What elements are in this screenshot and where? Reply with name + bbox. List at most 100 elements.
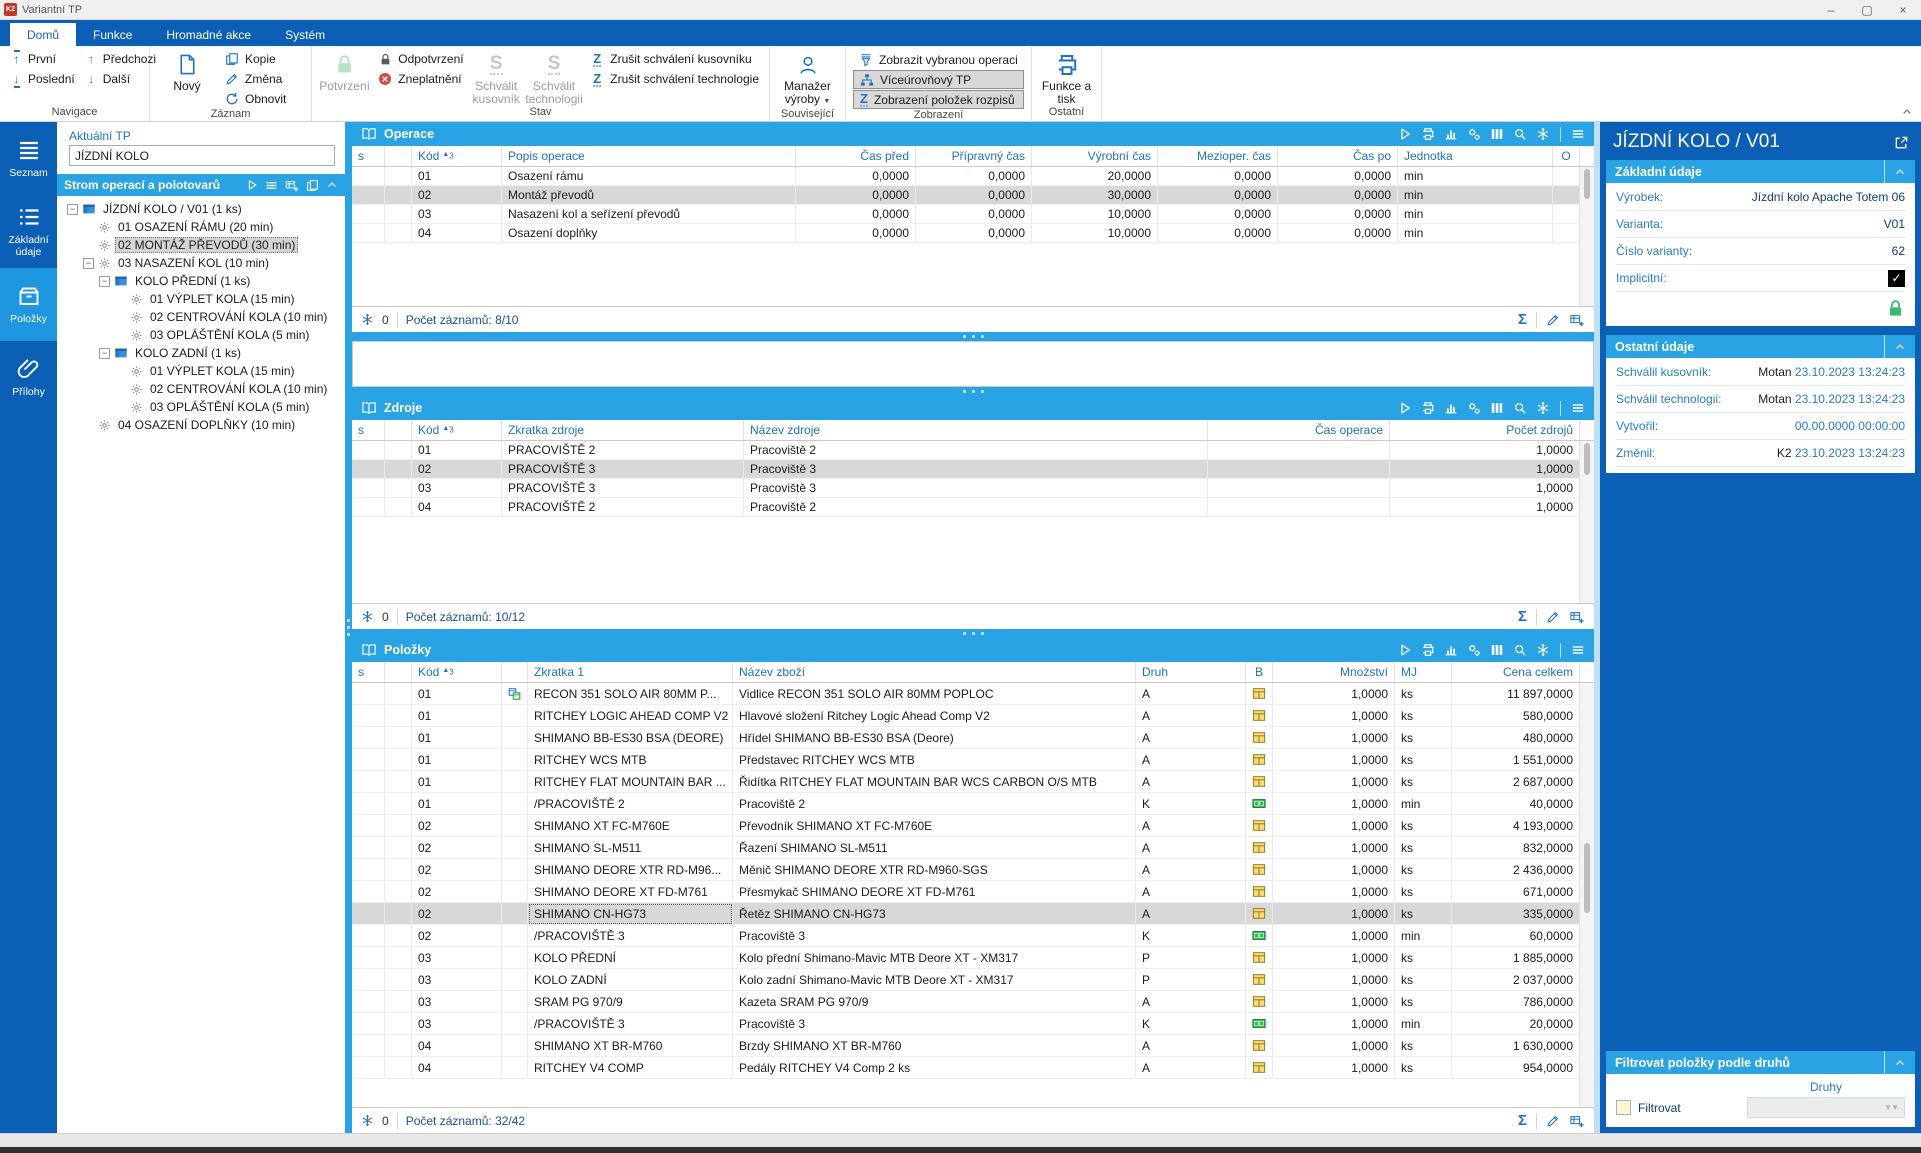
freeze-icon[interactable]	[1536, 643, 1550, 657]
column-header[interactable]: O	[1553, 146, 1580, 166]
column-header[interactable]: MJ	[1395, 662, 1452, 682]
tab-funkce[interactable]: Funkce	[76, 23, 149, 46]
column-header[interactable]: Jednotka	[1398, 146, 1553, 166]
gears-icon[interactable]	[1467, 127, 1481, 141]
edit-icon[interactable]	[1546, 1114, 1560, 1128]
search-icon[interactable]	[1513, 643, 1527, 657]
approve-technology-button[interactable]: SSchválit technologii	[524, 49, 584, 106]
approve-bom-button[interactable]: SSchválit kusovník	[469, 49, 524, 106]
table-row[interactable]: 02Montáž převodů0,00000,000030,00000,000…	[352, 186, 1594, 205]
column-header[interactable]: Přípravný čas	[916, 146, 1032, 166]
filtrovat-checkbox[interactable]	[1616, 1100, 1631, 1115]
table-row[interactable]: 02SHIMANO XT FC-M760EPřevodník SHIMANO X…	[352, 815, 1594, 837]
columns-icon[interactable]	[1490, 127, 1504, 141]
tab-hromadne-akce[interactable]: Hromadné akce	[149, 23, 268, 46]
edit-icon[interactable]	[1546, 313, 1560, 327]
new-button[interactable]: Nový	[155, 49, 219, 93]
scrollbar-thumb[interactable]	[1584, 443, 1590, 475]
add-record-icon[interactable]	[1569, 313, 1585, 327]
table-row[interactable]: 04PRACOVIŠTĚ 2Pracoviště 21,0000	[352, 498, 1594, 517]
table-row[interactable]: 02PRACOVIŠTĚ 3Pracoviště 31,0000	[352, 460, 1594, 479]
table-row[interactable]: 03SRAM PG 970/9Kazeta SRAM PG 970/9A1,00…	[352, 991, 1594, 1013]
table-row[interactable]: 02SHIMANO SL-M511Řazení SHIMANO SL-M511A…	[352, 837, 1594, 859]
previous-button[interactable]: ↑Předchozi	[82, 50, 159, 68]
freeze-icon[interactable]	[1536, 401, 1550, 415]
last-button[interactable]: ↓Poslední	[7, 70, 78, 88]
copy-window-icon[interactable]	[306, 179, 319, 192]
collapse-icon[interactable]	[326, 179, 338, 191]
sum-icon[interactable]: Σ	[1518, 609, 1527, 624]
sum-icon[interactable]: Σ	[1518, 1113, 1527, 1128]
vertical-scrollbar[interactable]	[1579, 683, 1594, 1107]
search-icon[interactable]	[1513, 401, 1527, 415]
column-header[interactable]: Zkratka 1	[528, 662, 733, 682]
next-button[interactable]: ↓Další	[82, 70, 159, 88]
show-selected-operation-button[interactable]: Zobrazit vybranou operaci	[853, 50, 1024, 69]
first-button[interactable]: ↑První	[7, 50, 78, 68]
tree-node[interactable]: 01 VÝPLET KOLA (15 min)	[57, 290, 345, 308]
column-header[interactable]: s	[352, 662, 385, 682]
column-header[interactable]	[385, 662, 412, 682]
column-header[interactable]: Počet zdrojů	[1390, 420, 1580, 440]
search-icon[interactable]	[1513, 127, 1527, 141]
change-button[interactable]: Změna	[221, 70, 289, 88]
table-row[interactable]: 02/PRACOVIŠTĚ 3Pracoviště 3K1,0000min60,…	[352, 925, 1594, 947]
sum-icon[interactable]: Σ	[1518, 312, 1527, 327]
table-row[interactable]: 01RITCHEY FLAT MOUNTAIN BAR ...Řidítka R…	[352, 771, 1594, 793]
play-icon[interactable]	[1398, 127, 1412, 141]
play-icon[interactable]	[1398, 643, 1412, 657]
table-row[interactable]: 01RITCHEY WCS MTBPředstavec RITCHEY WCS …	[352, 749, 1594, 771]
add-record-icon[interactable]	[1569, 610, 1585, 624]
column-header[interactable]: Kód▲3	[412, 146, 502, 166]
column-header[interactable]: Mezioper. čas	[1158, 146, 1278, 166]
close-button[interactable]: ×	[1885, 0, 1921, 19]
sidebar-item-p-lohy[interactable]: Přílohy	[0, 341, 57, 414]
tree-node[interactable]: 03 OPLÁŠTĚNÍ KOLA (5 min)	[57, 398, 345, 416]
sidebar-item-z-kladn-daje[interactable]: Základní údaje	[0, 195, 57, 268]
column-header[interactable]: Název zdroje	[744, 420, 1208, 440]
table-row[interactable]: 01/PRACOVIŠTĚ 2Pracoviště 2K1,0000min40,…	[352, 793, 1594, 815]
tree-node[interactable]: 01 VÝPLET KOLA (15 min)	[57, 362, 345, 380]
column-header[interactable]: Cena celkem	[1452, 662, 1580, 682]
column-header[interactable]: Čas před	[796, 146, 916, 166]
column-header[interactable]	[502, 662, 528, 682]
tree-node[interactable]: 02 CENTROVÁNÍ KOLA (10 min)	[57, 308, 345, 326]
horizontal-splitter[interactable]	[352, 387, 1594, 396]
play-icon[interactable]	[1398, 401, 1412, 415]
table-row[interactable]: 04RITCHEY V4 COMPPedály RITCHEY V4 Comp …	[352, 1057, 1594, 1079]
table-row[interactable]: 04SHIMANO XT BR-M760Brzdy SHIMANO XT BR-…	[352, 1035, 1594, 1057]
production-manager-button[interactable]: Manažer výroby ▼	[776, 49, 840, 108]
column-header[interactable]: Čas operace	[1208, 420, 1390, 440]
chart-icon[interactable]	[1444, 643, 1458, 657]
maximize-button[interactable]: ▢	[1849, 0, 1885, 19]
sidebar-item-polo-ky[interactable]: Položky	[0, 268, 57, 341]
freeze-icon[interactable]	[1536, 127, 1550, 141]
column-header[interactable]: Popis operace	[502, 146, 796, 166]
tree-node[interactable]: 02 MONTÁŽ PŘEVODŮ (30 min)	[57, 236, 345, 254]
table-row[interactable]: 02SHIMANO CN-HG73Řetěz SHIMANO CN-HG73A1…	[352, 903, 1594, 925]
tab-domu[interactable]: Domů	[10, 23, 76, 46]
tree-node[interactable]: 04 OSAZENÍ DOPLŇKY (10 min)	[57, 416, 345, 434]
horizontal-splitter[interactable]	[352, 629, 1594, 638]
scrollbar-thumb[interactable]	[1584, 169, 1590, 199]
section-header-ostatni[interactable]: Ostatní údaje	[1606, 335, 1915, 358]
column-header[interactable]: Kód▲3	[412, 420, 502, 440]
table-row[interactable]: 03/PRACOVIŠTĚ 3Pracoviště 3K1,0000min20,…	[352, 1013, 1594, 1035]
implicit-checkbox[interactable]: ✓	[1888, 270, 1905, 287]
multilevel-tp-toggle[interactable]: Víceúrovňový TP	[853, 70, 1024, 89]
tree-expander-icon[interactable]: −	[67, 204, 78, 215]
current-tp-input[interactable]	[69, 145, 335, 166]
menu-icon[interactable]	[265, 179, 278, 192]
print-icon[interactable]	[1421, 127, 1435, 141]
section-header-filtrovat[interactable]: Filtrovat položky podle druhů	[1606, 1051, 1915, 1074]
table-row[interactable]: 03KOLO ZADNÍKolo zadní Shimano-Mavic MTB…	[352, 969, 1594, 991]
tree-expander-icon[interactable]: −	[99, 276, 110, 287]
grid-menu-icon[interactable]	[1571, 401, 1585, 415]
table-row[interactable]: 01SHIMANO BB-ES30 BSA (DEORE)Hřídel SHIM…	[352, 727, 1594, 749]
tree-node[interactable]: 02 CENTROVÁNÍ KOLA (10 min)	[57, 380, 345, 398]
freeze-icon[interactable]	[361, 1114, 374, 1127]
table-row[interactable]: 03KOLO PŘEDNÍKolo přední Shimano-Mavic M…	[352, 947, 1594, 969]
column-header[interactable]: Množství	[1273, 662, 1395, 682]
confirm-button[interactable]: Potvrzení	[317, 49, 372, 93]
column-header[interactable]: Zkratka zdroje	[502, 420, 744, 440]
